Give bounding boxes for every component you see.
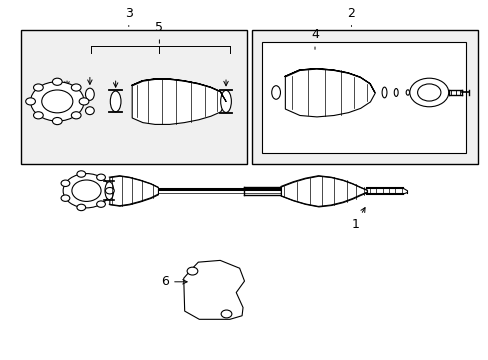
Text: 2: 2 (347, 7, 355, 27)
Ellipse shape (110, 91, 121, 112)
Bar (21, 30, 246, 164)
Ellipse shape (393, 89, 397, 96)
Ellipse shape (85, 107, 94, 114)
Text: 4: 4 (310, 28, 318, 49)
Polygon shape (183, 260, 244, 319)
Circle shape (77, 171, 85, 177)
Circle shape (61, 195, 70, 201)
Circle shape (34, 112, 43, 119)
Circle shape (41, 90, 73, 113)
Circle shape (105, 188, 114, 194)
Bar (261, 42, 465, 153)
Circle shape (77, 204, 85, 211)
Circle shape (61, 180, 70, 186)
Circle shape (30, 82, 84, 121)
Circle shape (52, 117, 62, 125)
Ellipse shape (220, 90, 231, 112)
Text: 6: 6 (161, 275, 187, 288)
Circle shape (97, 174, 105, 180)
Ellipse shape (271, 86, 280, 99)
Ellipse shape (105, 182, 114, 200)
Circle shape (52, 78, 62, 85)
Circle shape (79, 98, 89, 105)
Circle shape (187, 267, 198, 275)
Bar (251, 30, 477, 164)
Circle shape (71, 84, 81, 91)
Text: 1: 1 (351, 208, 365, 230)
Circle shape (97, 201, 105, 207)
Ellipse shape (406, 90, 409, 95)
Ellipse shape (381, 87, 386, 98)
Circle shape (221, 310, 231, 318)
Text: 5: 5 (155, 21, 163, 43)
Circle shape (34, 84, 43, 91)
Circle shape (71, 112, 81, 119)
Ellipse shape (85, 88, 94, 100)
Text: 3: 3 (124, 7, 132, 27)
Circle shape (409, 78, 448, 107)
Circle shape (63, 174, 110, 208)
Circle shape (26, 98, 35, 105)
Circle shape (417, 84, 440, 101)
Ellipse shape (417, 91, 420, 94)
Circle shape (72, 180, 101, 202)
